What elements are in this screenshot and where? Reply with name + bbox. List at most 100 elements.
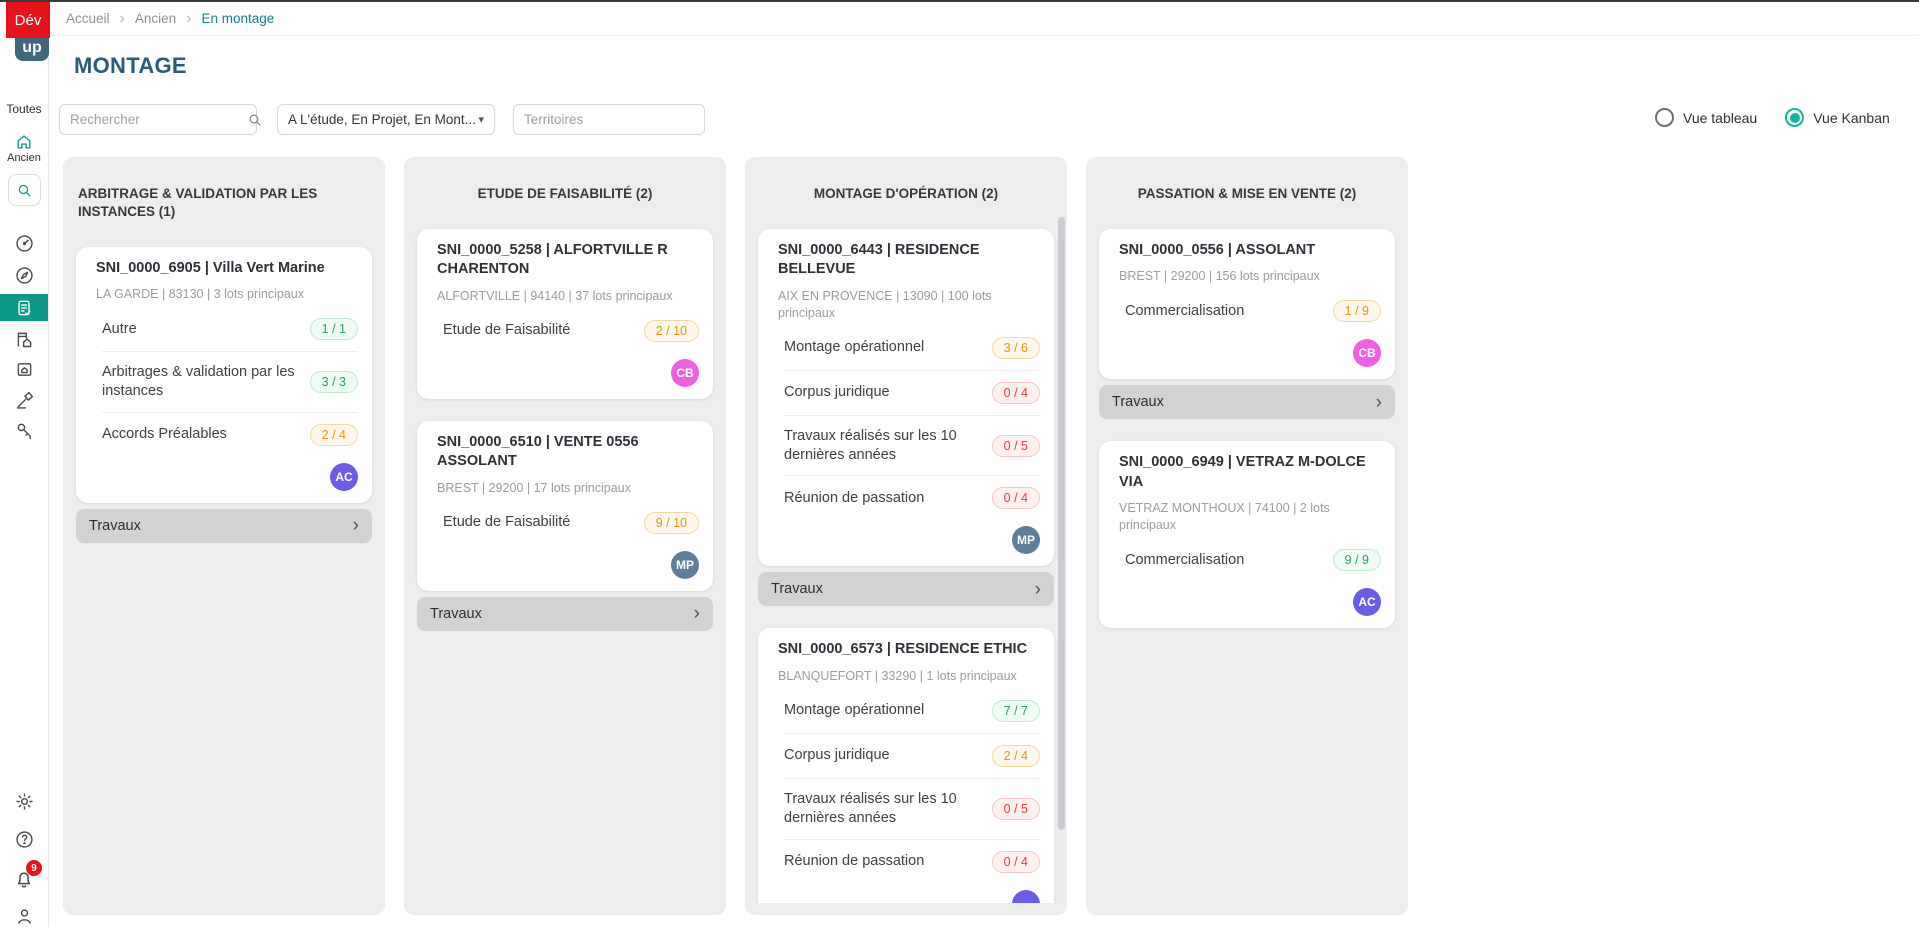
column-title: ETUDE DE FAISABILITÉ (2) bbox=[477, 186, 653, 201]
checklist-row: Réunion de passation 0 / 4 bbox=[784, 838, 1040, 884]
progress-badge: 7 / 7 bbox=[991, 699, 1040, 722]
avatar: MP bbox=[671, 550, 699, 579]
page-title: MONTAGE bbox=[74, 53, 187, 78]
kanban-card[interactable]: SNI_0000_6949 | VETRAZ M-DOLCE VIA VETRA… bbox=[1099, 441, 1395, 629]
checklist-row: Corpus juridique 2 / 4 bbox=[784, 732, 1040, 778]
checklist-row: Travaux réalisés sur les 10 dernières an… bbox=[784, 414, 1040, 476]
travaux-expander[interactable]: Travaux › bbox=[1099, 385, 1395, 420]
breadcrumb-section[interactable]: Ancien bbox=[134, 11, 177, 26]
help-icon[interactable] bbox=[0, 829, 48, 850]
territories-input[interactable] bbox=[524, 112, 694, 127]
dashboard-icon[interactable] bbox=[0, 233, 48, 254]
travaux-expander[interactable]: Travaux › bbox=[758, 572, 1054, 607]
kanban-column-montage: MONTAGE D'OPÉRATION (2) SNI_0000_6443 | … bbox=[745, 157, 1067, 915]
card-title: SNI_0000_0556 | ASSOLANT bbox=[1119, 241, 1316, 258]
progress-badge: 1 / 1 bbox=[309, 318, 358, 341]
avatar: CB bbox=[1353, 339, 1381, 368]
chevron-right-icon: › bbox=[1034, 578, 1041, 600]
view-option-kanban[interactable]: Vue Kanban bbox=[1785, 108, 1890, 127]
card-subtitle: BLANQUEFORT | 33290 | 1 lots principaux bbox=[778, 668, 1017, 683]
column-viewport: PASSATION & MISE EN VENTE (2) SNI_0000_0… bbox=[1086, 157, 1408, 903]
user-account-icon[interactable] bbox=[0, 906, 48, 927]
chevron-right-icon: › bbox=[1375, 391, 1382, 413]
radio-selected-icon[interactable] bbox=[1785, 108, 1805, 127]
building-home-icon[interactable] bbox=[0, 329, 48, 350]
checklist-row: Montage opérationnel 7 / 7 bbox=[784, 689, 1040, 733]
card-subtitle: BREST | 29200 | 17 lots principaux bbox=[437, 480, 631, 495]
progress-badge: 0 / 4 bbox=[991, 850, 1040, 873]
document-list-icon bbox=[14, 298, 34, 318]
avatar: AC bbox=[330, 462, 358, 491]
progress-badge: 0 / 4 bbox=[991, 381, 1040, 404]
chevron-right-icon: › bbox=[352, 515, 359, 537]
checklist-row: Arbitrages & validation par les instance… bbox=[102, 351, 358, 412]
status-filter-select[interactable]: A L'étude, En Projet, En Mont... ▾ bbox=[277, 104, 495, 135]
checklist-row: Commercialisation 1 / 9 bbox=[1125, 289, 1381, 333]
sidebar-item-active-montage[interactable] bbox=[0, 294, 48, 321]
kanban-card[interactable]: SNI_0000_0556 | ASSOLANT BREST | 29200 |… bbox=[1099, 228, 1395, 380]
flag-home-icon[interactable] bbox=[0, 359, 48, 380]
checklist-row: Réunion de passation 0 / 4 bbox=[784, 475, 1040, 520]
status-filter-value: A L'étude, En Projet, En Mont... bbox=[288, 112, 476, 127]
column-scrollbar-thumb[interactable] bbox=[1058, 217, 1065, 830]
column-title: ARBITRAGE & VALIDATION PAR LES INSTANCES… bbox=[78, 186, 318, 219]
kanban-column-arbitrage: ARBITRAGE & VALIDATION PAR LES INSTANCES… bbox=[63, 157, 385, 915]
checklist-row: Corpus juridique 0 / 4 bbox=[784, 369, 1040, 415]
progress-badge: 0 / 5 bbox=[991, 797, 1040, 820]
sidebar-scope-label: Toutes bbox=[6, 102, 42, 116]
card-title: SNI_0000_6510 | VENTE 0556 ASSOLANT bbox=[437, 433, 639, 470]
kanban-card[interactable]: SNI_0000_5258 | ALFORTVILLE R CHARENTON … bbox=[417, 228, 713, 399]
chevron-right-icon: › bbox=[119, 9, 125, 27]
caret-down-icon: ▾ bbox=[478, 114, 484, 126]
card-subtitle: BREST | 29200 | 156 lots principaux bbox=[1119, 269, 1320, 284]
card-subtitle: LA GARDE | 83130 | 3 lots principaux bbox=[96, 287, 304, 302]
breadcrumb-home[interactable]: Accueil bbox=[66, 11, 110, 26]
kanban-card[interactable]: SNI_0000_6443 | RESIDENCE BELLEVUE AIX E… bbox=[758, 228, 1054, 567]
view-toggle: Vue tableau Vue Kanban bbox=[1655, 108, 1890, 127]
sidebar-item-ancien[interactable]: Ancien bbox=[7, 152, 41, 164]
avatar: MP bbox=[1012, 526, 1040, 555]
window-top-edge bbox=[0, 0, 1919, 2]
notifications-count-badge: 9 bbox=[26, 860, 42, 876]
search-field bbox=[59, 104, 261, 135]
card-title: SNI_0000_5258 | ALFORTVILLE R CHARENTON bbox=[437, 241, 668, 278]
chevron-right-icon: › bbox=[693, 603, 700, 625]
view-option-table[interactable]: Vue tableau bbox=[1655, 108, 1757, 127]
progress-badge: 0 / 5 bbox=[991, 434, 1040, 457]
checklist-row: Montage opérationnel 3 / 6 bbox=[784, 326, 1040, 370]
gavel-icon[interactable] bbox=[0, 390, 48, 411]
checklist-row: Commercialisation 9 / 9 bbox=[1125, 538, 1381, 582]
column-viewport: ETUDE DE FAISABILITÉ (2) SNI_0000_5258 |… bbox=[404, 157, 726, 903]
checklist-row: Accords Préalables 2 / 4 bbox=[102, 411, 358, 457]
sidebar-search-button[interactable] bbox=[8, 174, 41, 206]
card-subtitle: AIX EN PROVENCE | 13090 | 100 lots princ… bbox=[778, 288, 992, 320]
keys-icon[interactable] bbox=[0, 420, 48, 441]
kanban-card[interactable]: SNI_0000_6905 | Villa Vert Marine LA GAR… bbox=[76, 246, 372, 503]
search-input[interactable] bbox=[70, 112, 247, 127]
progress-badge: 1 / 9 bbox=[1332, 300, 1381, 323]
breadcrumb: Accueil › Ancien › En montage bbox=[49, 2, 1919, 36]
settings-gear-icon[interactable] bbox=[0, 791, 48, 812]
column-viewport: MONTAGE D'OPÉRATION (2) SNI_0000_6443 | … bbox=[745, 157, 1067, 903]
column-title: PASSATION & MISE EN VENTE (2) bbox=[1137, 186, 1357, 201]
card-title: SNI_0000_6949 | VETRAZ M-DOLCE VIA bbox=[1119, 454, 1366, 490]
card-title: SNI_0000_6573 | RESIDENCE ETHIC bbox=[778, 641, 1028, 658]
home-icon[interactable] bbox=[0, 132, 48, 152]
travaux-expander[interactable]: Travaux › bbox=[417, 596, 713, 631]
checklist-row: Autre 1 / 1 bbox=[102, 307, 358, 351]
radio-unselected-icon[interactable] bbox=[1655, 108, 1674, 127]
search-icon bbox=[247, 112, 263, 128]
search-icon bbox=[16, 182, 33, 199]
travaux-expander[interactable]: Travaux › bbox=[76, 508, 372, 543]
kanban-card[interactable]: SNI_0000_6573 | RESIDENCE ETHIC BLANQUEF… bbox=[758, 628, 1054, 903]
kanban-card[interactable]: SNI_0000_6510 | VENTE 0556 ASSOLANT BRES… bbox=[417, 420, 713, 591]
card-subtitle: ALFORTVILLE | 94140 | 37 lots principaux bbox=[437, 288, 673, 303]
chevron-right-icon: › bbox=[186, 9, 192, 27]
progress-badge: 3 / 6 bbox=[991, 336, 1040, 359]
checklist-row: Etude de Faisabilité 9 / 10 bbox=[443, 501, 699, 545]
progress-badge: 9 / 9 bbox=[1332, 549, 1381, 572]
card-title: SNI_0000_6443 | RESIDENCE BELLEVUE bbox=[778, 241, 980, 278]
compass-icon[interactable] bbox=[0, 265, 48, 286]
notifications-bell-icon[interactable] bbox=[0, 868, 48, 890]
